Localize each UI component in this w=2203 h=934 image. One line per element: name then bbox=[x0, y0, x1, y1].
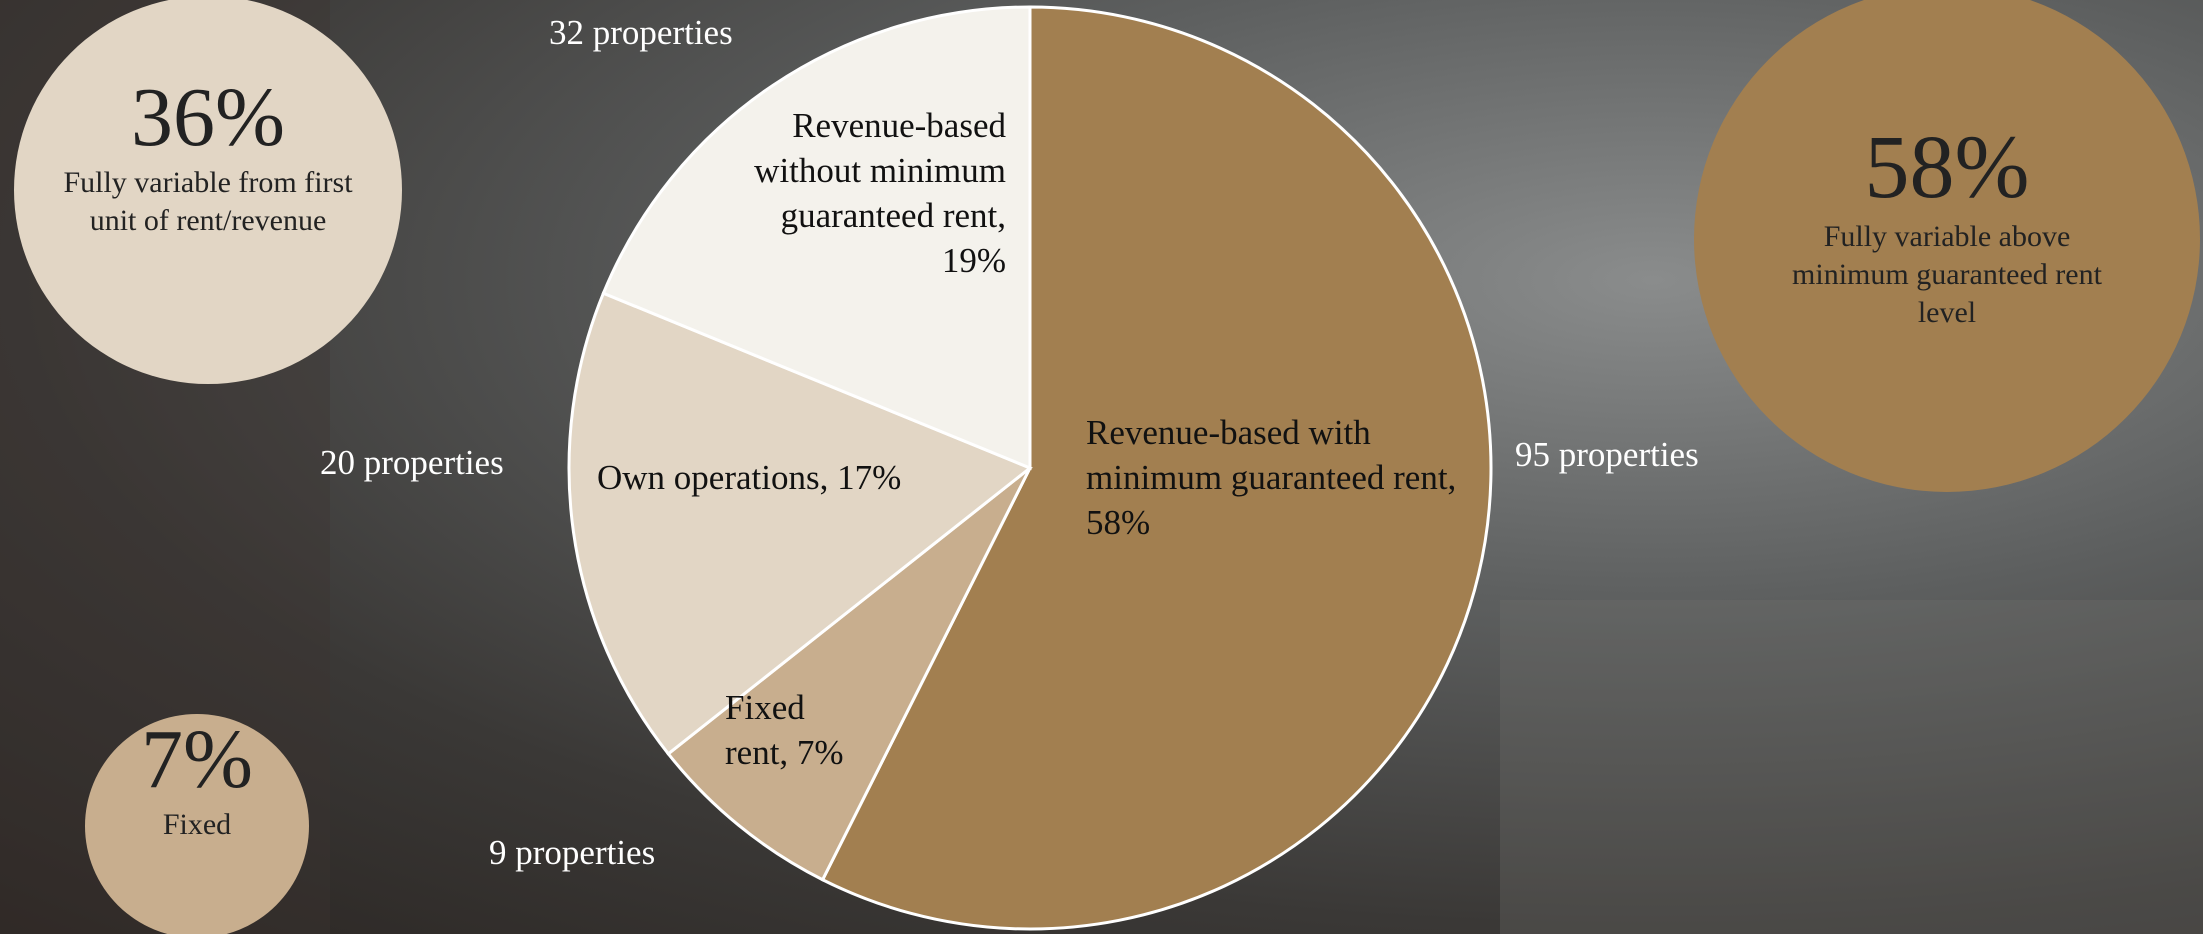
callout-value: 7% bbox=[97, 718, 297, 802]
callout-text: Fully variable above minimum guaranteed … bbox=[1767, 218, 2127, 332]
page: (() => { const data = JSON.parse(documen… bbox=[0, 0, 2203, 934]
callout-text: Fully variable from first unit of rent/r… bbox=[38, 164, 378, 240]
count-label: 9 properties bbox=[489, 833, 655, 873]
callout-value: 58% bbox=[1767, 123, 2127, 213]
count-label: 95 properties bbox=[1515, 435, 1699, 475]
slice-label: Own operations, 17% bbox=[597, 455, 997, 500]
background-shade bbox=[1500, 600, 2203, 934]
callout-value: 36% bbox=[38, 76, 378, 160]
count-label: 20 properties bbox=[320, 443, 504, 483]
slice-label: Revenue-based with minimum guaranteed re… bbox=[1086, 410, 1486, 545]
count-label: 32 properties bbox=[549, 13, 733, 53]
slice-label: Revenue-based without minimum guaranteed… bbox=[740, 103, 1006, 283]
callout-text: Fixed bbox=[97, 806, 297, 844]
slice-label: Fixed rent, 7% bbox=[725, 685, 875, 775]
